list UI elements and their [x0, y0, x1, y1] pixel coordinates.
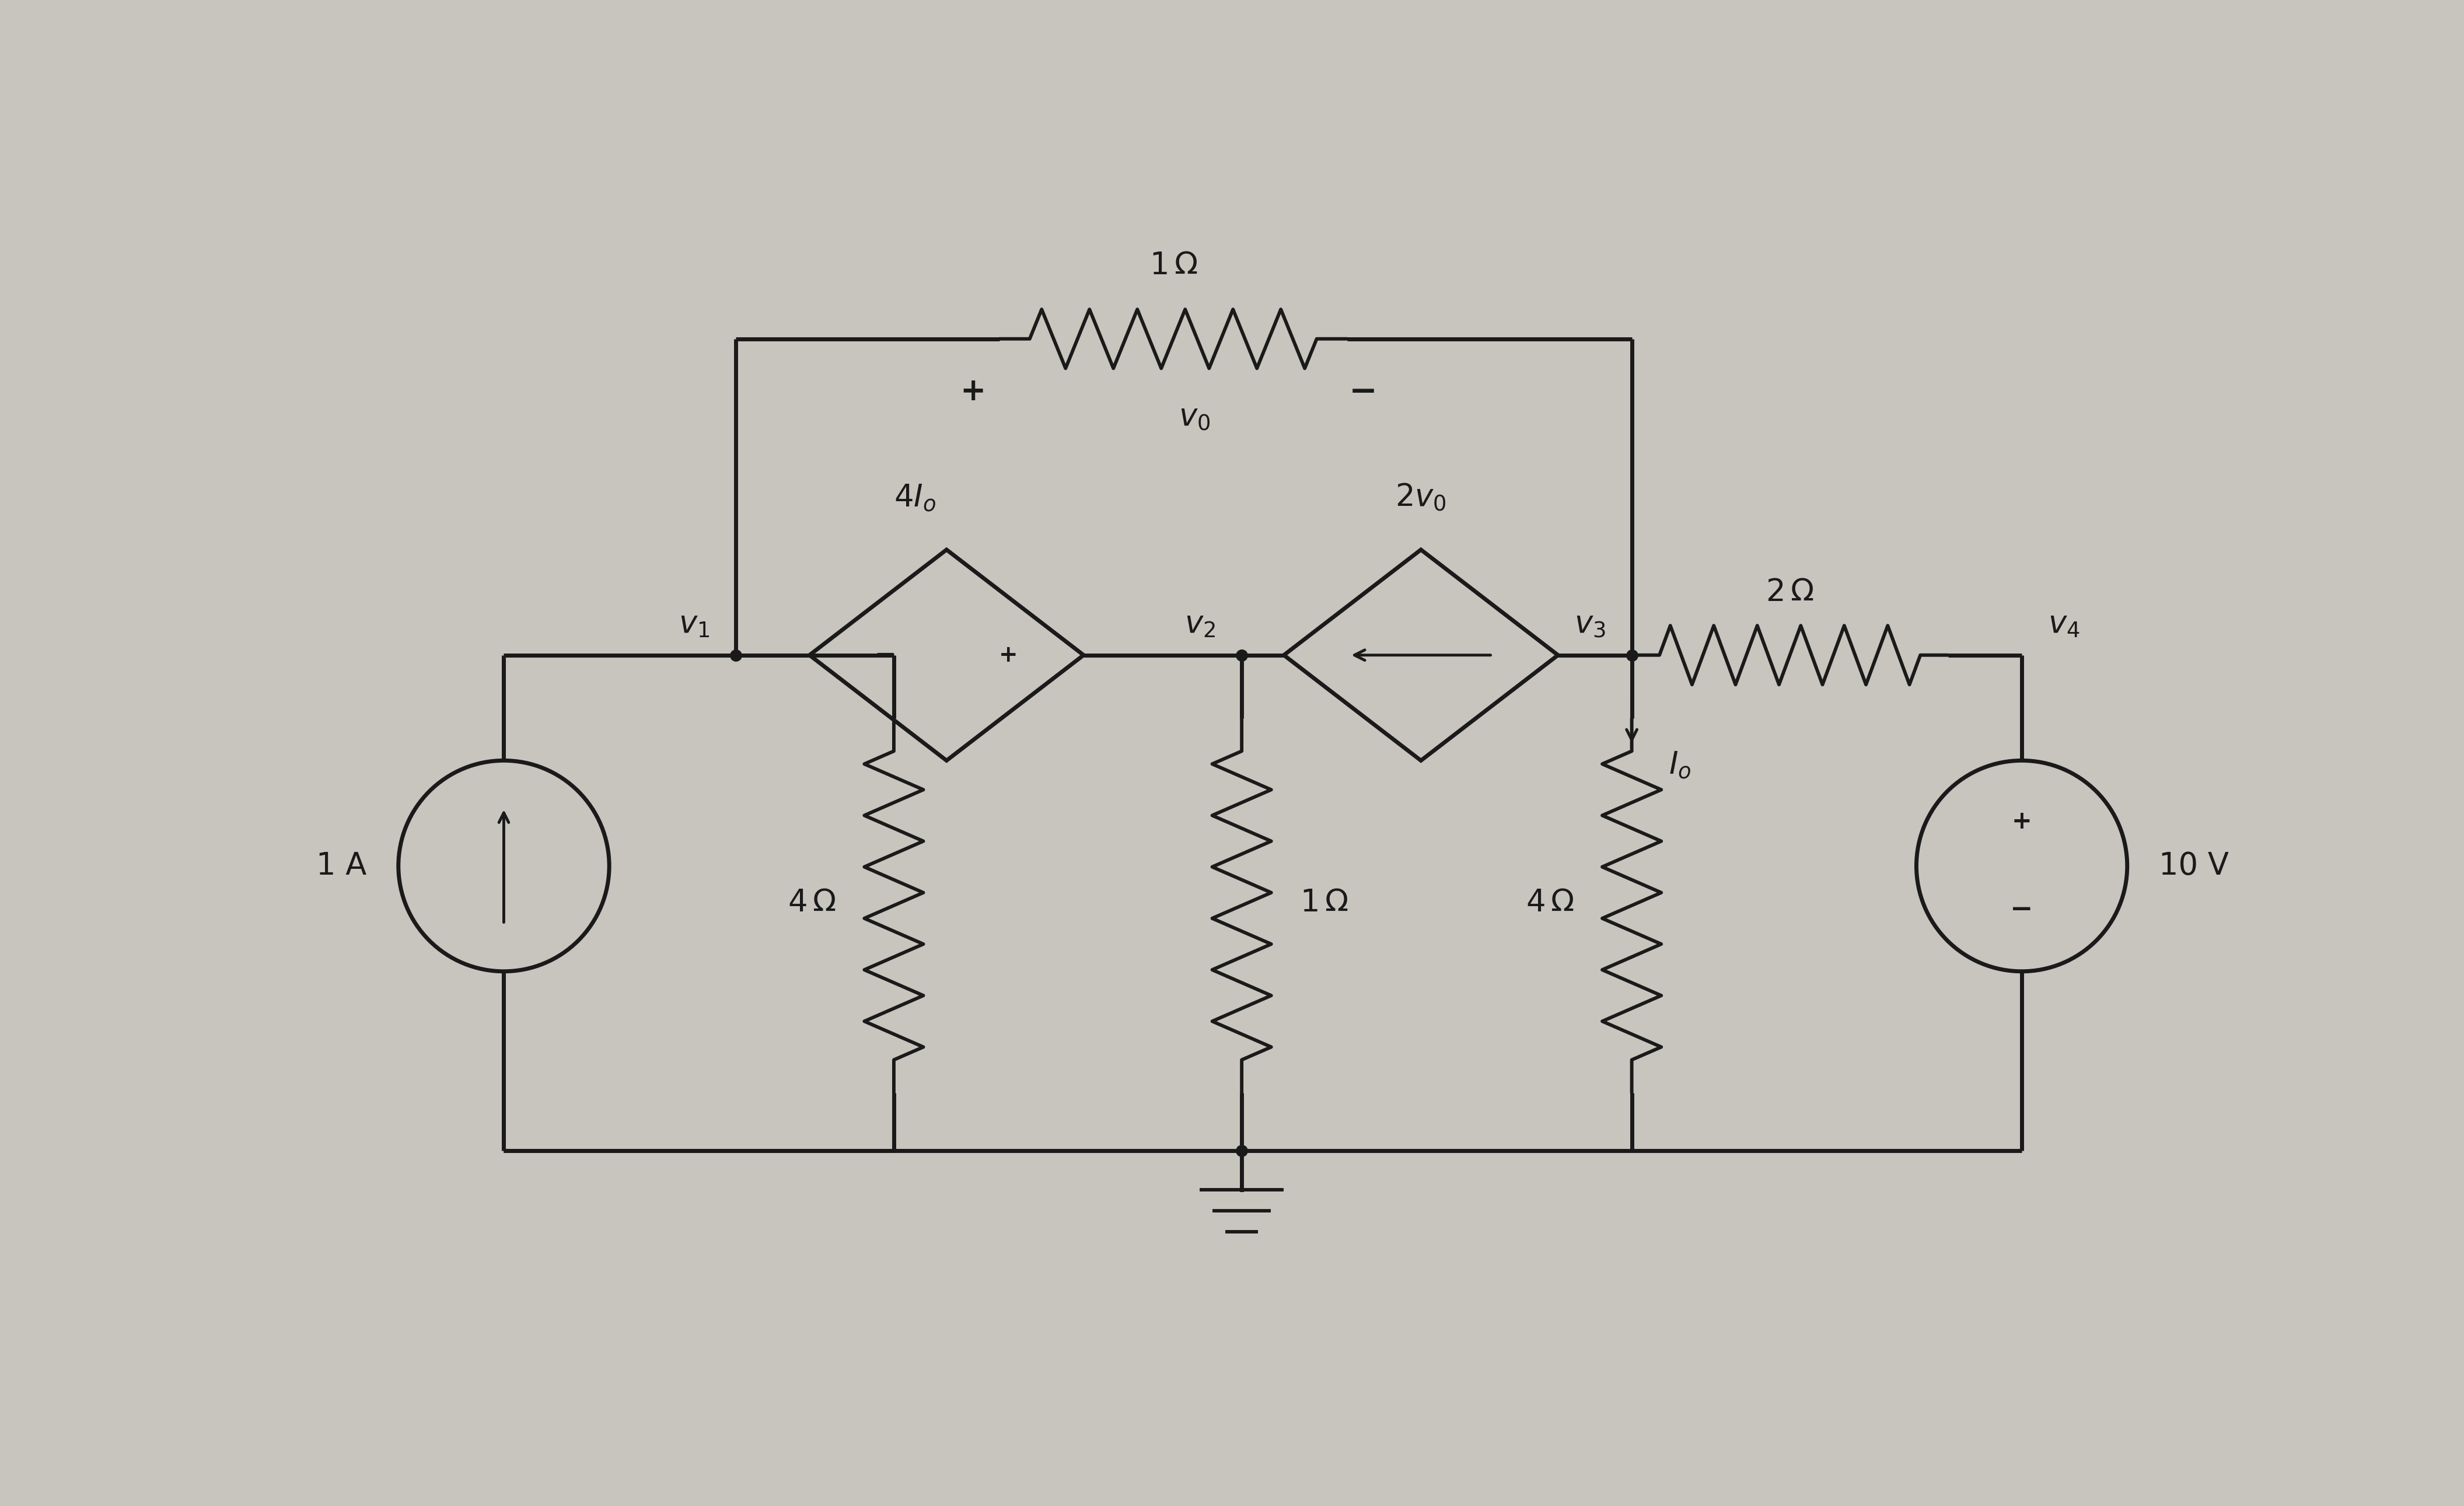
Text: −: −	[2011, 898, 2033, 923]
Text: $1\,\Omega$: $1\,\Omega$	[1148, 250, 1198, 280]
Text: $v_3$: $v_3$	[1574, 608, 1607, 639]
Text: +: +	[961, 376, 986, 407]
Text: $2\,\Omega$: $2\,\Omega$	[1767, 577, 1814, 607]
Text: $4\,\Omega$: $4\,\Omega$	[788, 887, 835, 919]
Text: −: −	[875, 643, 897, 667]
Text: 1 A: 1 A	[315, 851, 367, 881]
Text: $I_o$: $I_o$	[1668, 750, 1690, 780]
Text: $1\,\Omega$: $1\,\Omega$	[1299, 887, 1348, 919]
Text: $v_2$: $v_2$	[1185, 608, 1215, 639]
Text: $4\,\Omega$: $4\,\Omega$	[1525, 887, 1574, 919]
Text: −: −	[1348, 375, 1377, 408]
Text: 10 V: 10 V	[2158, 851, 2230, 881]
Text: $2v_0$: $2v_0$	[1395, 482, 1446, 512]
Text: $v_1$: $v_1$	[678, 608, 710, 639]
Text: $v_4$: $v_4$	[2048, 608, 2080, 639]
Text: +: +	[2011, 809, 2033, 834]
Text: +: +	[998, 645, 1018, 666]
Text: $v_0$: $v_0$	[1178, 402, 1210, 432]
Text: $4I_o$: $4I_o$	[894, 482, 936, 512]
